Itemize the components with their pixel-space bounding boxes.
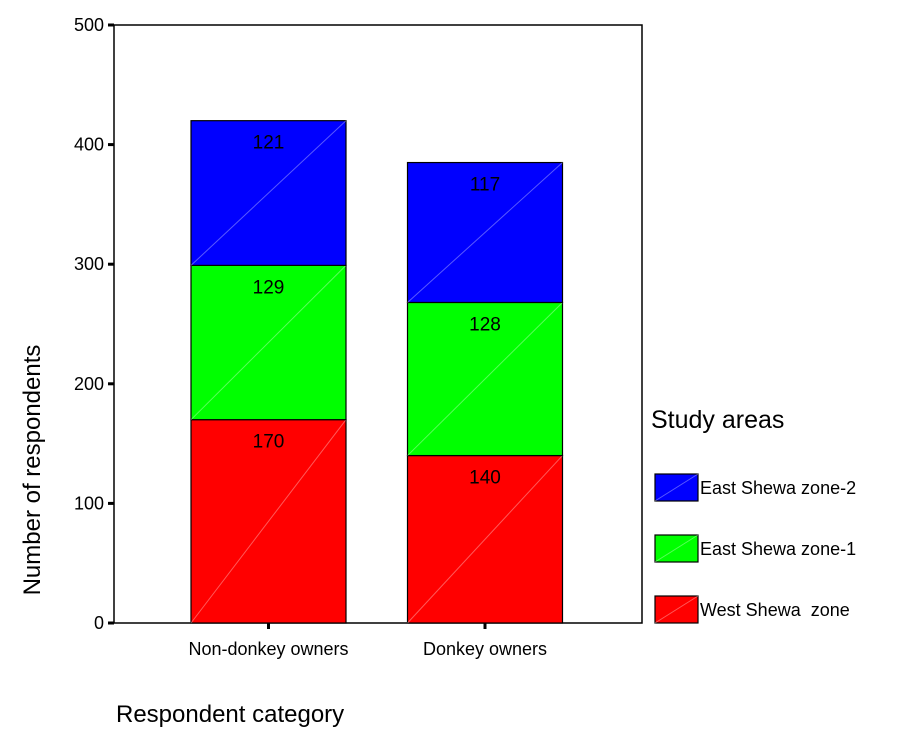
bar-non-donkey-owners-east-shewa-zone-2 (190, 120, 347, 266)
legend-label: East Shewa zone-2 (700, 478, 856, 498)
bar-non-donkey-owners-east-shewa-zone-1 (190, 264, 347, 421)
legend-label: East Shewa zone-1 (700, 539, 856, 559)
y-tick-label: 200 (74, 374, 104, 394)
bars: 170 129 121 140 128 117 (190, 120, 564, 624)
legend-swatch-hatch (654, 534, 699, 563)
y-axis: 0 100 200 300 400 500 (74, 15, 114, 633)
x-axis: Non-donkey owners Donkey owners (188, 623, 547, 659)
plot-frame (113, 24, 643, 624)
bar-donkey-owners-east-shewa-zone-2 (406, 161, 564, 304)
data-label: 117 (470, 175, 500, 196)
bar-hatch-line (190, 120, 347, 266)
y-tick-label: 300 (74, 254, 104, 274)
y-tick-label: 0 (94, 613, 104, 633)
legend-swatch-hatch (654, 473, 699, 502)
x-tick-label: Donkey owners (423, 639, 547, 659)
legend-label: West Shewa zone (700, 600, 850, 620)
y-tick-label: 500 (74, 15, 104, 35)
x-tick-label: Non-donkey owners (188, 639, 348, 659)
bar-hatch-line (407, 455, 563, 624)
bar-donkey-owners-west-shewa-zone (406, 454, 564, 624)
bar-hatch-line (190, 265, 347, 421)
data-label: 129 (253, 277, 285, 298)
bar-donkey-owners-east-shewa-zone-1 (406, 301, 564, 457)
data-label: 170 (253, 432, 285, 453)
x-axis-title: Respondent category (116, 701, 344, 728)
legend-swatch-hatch (654, 595, 699, 624)
y-axis-title: Number of respondents (19, 345, 46, 596)
legend-swatch-east-shewa-zone-2 (654, 473, 699, 502)
bar-hatch-line (407, 162, 563, 303)
legend-swatch-east-shewa-zone-1 (654, 534, 699, 563)
bar-hatch-line (407, 302, 563, 456)
legend-swatch-west-shewa-zone (654, 595, 699, 624)
y-tick-label: 400 (74, 135, 104, 155)
data-label: 121 (253, 133, 285, 154)
y-tick-label: 100 (74, 493, 104, 513)
data-label: 128 (469, 314, 501, 335)
data-label: 140 (469, 468, 501, 489)
bar-hatch-line (190, 419, 347, 624)
legend-title: Study areas (651, 406, 784, 434)
legend: Study areas East Shewa zone-2 East Shewa … (651, 406, 856, 624)
